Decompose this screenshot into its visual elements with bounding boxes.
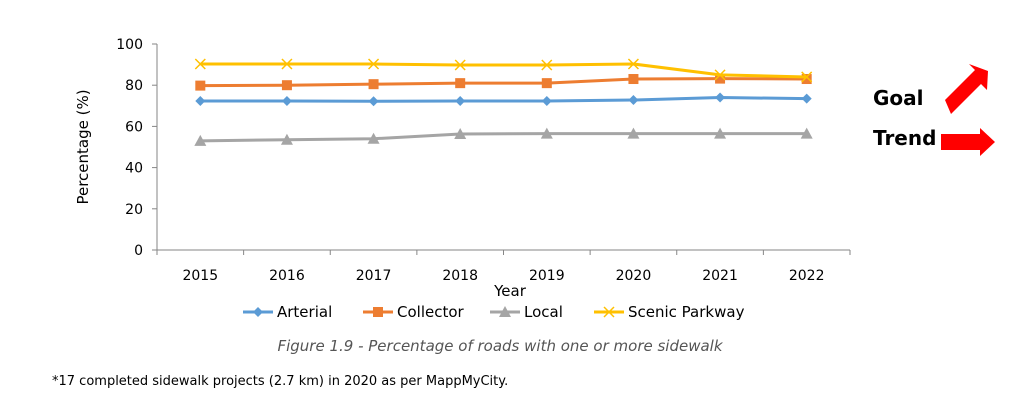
series-line — [200, 62, 807, 79]
footnote: *17 completed sidewalk projects (2.7 km)… — [52, 374, 509, 389]
y-tick-label: 60 — [125, 119, 143, 135]
data-point — [541, 59, 553, 71]
data-point — [368, 58, 380, 70]
legend-label: Arterial — [277, 303, 332, 321]
data-point — [194, 134, 207, 146]
data-point — [714, 127, 727, 139]
data-point — [195, 96, 206, 107]
series-scenic-parkway — [194, 58, 813, 83]
y-tick-label: 0 — [134, 243, 143, 259]
data-point — [373, 307, 383, 317]
data-point — [715, 92, 726, 103]
legend-label: Collector — [397, 303, 465, 321]
legend-label: Local — [524, 303, 563, 321]
x-tick-label: 2019 — [529, 268, 565, 284]
data-point — [628, 95, 639, 106]
data-point — [714, 69, 726, 81]
data-point — [195, 80, 206, 91]
data-point — [603, 306, 615, 318]
x-tick-label: 2015 — [182, 268, 218, 284]
data-point — [800, 127, 813, 139]
data-point — [801, 71, 813, 83]
data-point — [715, 73, 726, 84]
x-axis-label: Year — [493, 282, 527, 300]
data-point — [280, 133, 293, 145]
data-point — [627, 58, 639, 70]
y-tick-label: 20 — [125, 202, 143, 218]
data-point — [499, 306, 511, 317]
data-point — [455, 78, 466, 89]
x-tick-label: 2016 — [269, 268, 305, 284]
legend-item: Arterial — [243, 303, 332, 321]
data-point — [801, 74, 812, 85]
data-point — [454, 59, 466, 71]
goal-label: Goal — [873, 86, 924, 110]
data-point — [627, 127, 640, 139]
data-point — [368, 79, 379, 90]
series-line — [200, 96, 807, 103]
data-point — [194, 58, 206, 70]
series-line — [200, 77, 807, 88]
series-line — [200, 132, 807, 143]
series-arterial — [195, 92, 812, 107]
data-point — [541, 96, 552, 107]
series-collector — [195, 73, 812, 91]
data-point — [455, 96, 466, 107]
y-tick-label: 40 — [125, 161, 143, 177]
data-point — [368, 96, 379, 107]
x-tick-label: 2022 — [789, 268, 825, 284]
y-tick-label: 100 — [116, 37, 143, 53]
legend-label: Scenic Parkway — [628, 303, 745, 321]
legend-item: Local — [490, 303, 563, 321]
x-tick-label: 2021 — [702, 268, 738, 284]
data-point — [801, 93, 812, 104]
x-tick-label: 2017 — [356, 268, 392, 284]
data-point — [281, 58, 293, 70]
x-tick-label: 2018 — [442, 268, 478, 284]
trend-label: Trend — [873, 126, 937, 150]
y-tick-label: 80 — [125, 78, 143, 94]
legend-item: Collector — [363, 303, 465, 321]
data-point — [540, 127, 553, 139]
data-point — [281, 80, 292, 91]
data-point — [281, 96, 292, 107]
figure-caption: Figure 1.9 - Percentage of roads with on… — [277, 337, 723, 355]
data-point — [628, 74, 639, 85]
data-point — [454, 128, 467, 140]
data-point — [253, 307, 263, 317]
y-axis-label: Percentage (%) — [74, 89, 92, 204]
data-point — [367, 132, 380, 144]
x-tick-label: 2020 — [616, 268, 652, 284]
legend-item: Scenic Parkway — [594, 303, 745, 321]
series-local — [194, 127, 813, 146]
data-point — [541, 78, 552, 89]
